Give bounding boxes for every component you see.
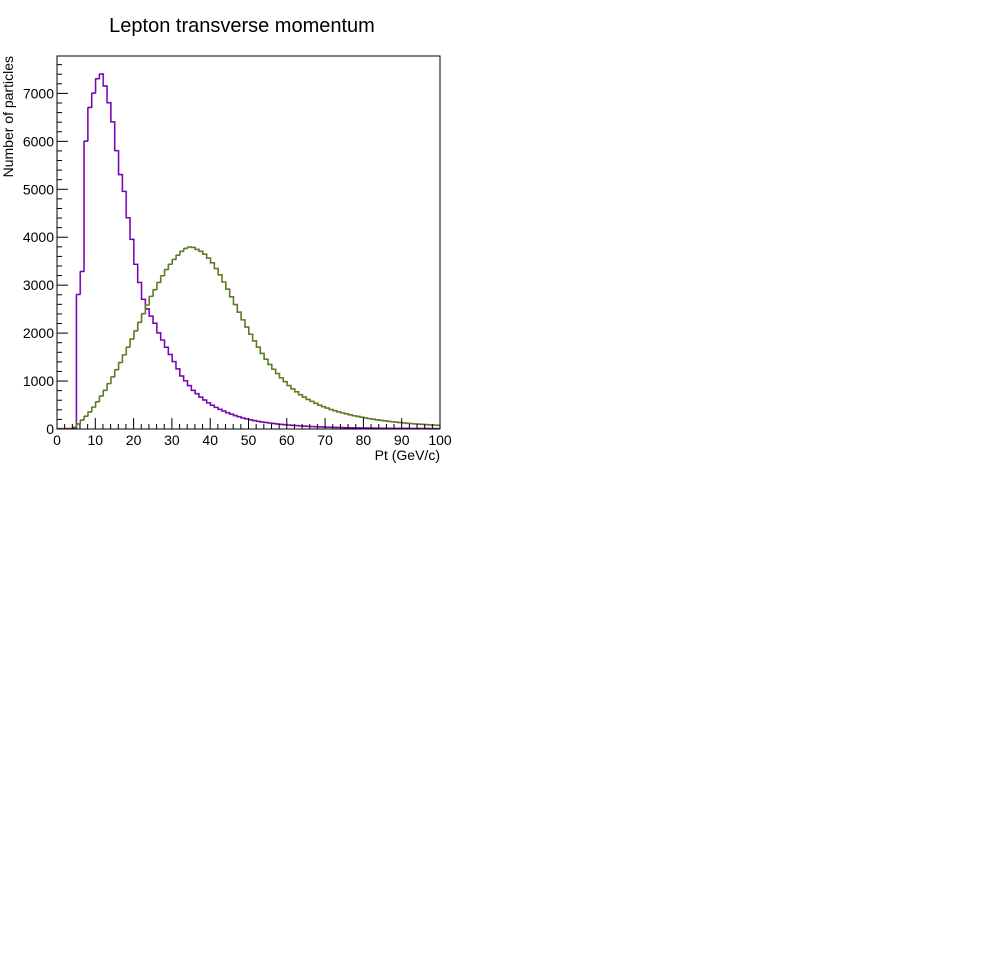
x-tick-label: 70 [317,432,333,448]
y-tick-label: 7000 [23,85,54,101]
x-tick-label: 20 [126,432,142,448]
y-axis: 0 1000 2000 3000 4000 5000 6000 7000 [23,64,68,437]
histogram-series-2 [57,246,441,430]
x-tick-label: 10 [88,432,104,448]
series-2-outline [57,246,441,429]
y-tick-label: 2000 [23,325,54,341]
chart-title: Lepton transverse momentum [109,15,375,37]
series-1-outline [57,73,441,429]
y-tick-label: 5000 [23,181,54,197]
y-tick-label: 1000 [23,373,54,389]
x-tick-label: 50 [241,432,257,448]
x-axis: 0 10 20 30 40 50 60 70 80 90 100 [53,418,452,448]
y-tick-label: 3000 [23,277,54,293]
y-tick-label: 6000 [23,133,54,149]
y-tick-label: 4000 [23,229,54,245]
y-axis-label: Number of particles [0,56,16,177]
series-2-line [57,246,440,430]
x-tick-label: 80 [356,432,372,448]
x-tick-label: 100 [428,432,452,448]
x-tick-label: 60 [279,432,295,448]
y-tick-label: 0 [46,421,54,437]
x-tick-label: 30 [164,432,180,448]
x-tick-label: 0 [53,432,61,448]
x-tick-label: 40 [202,432,218,448]
x-axis-label: Pt (GeV/c) [375,447,440,463]
x-tick-label: 90 [394,432,410,448]
